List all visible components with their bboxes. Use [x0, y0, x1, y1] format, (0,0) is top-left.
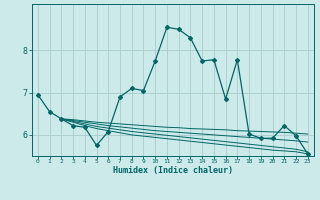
- X-axis label: Humidex (Indice chaleur): Humidex (Indice chaleur): [113, 166, 233, 175]
